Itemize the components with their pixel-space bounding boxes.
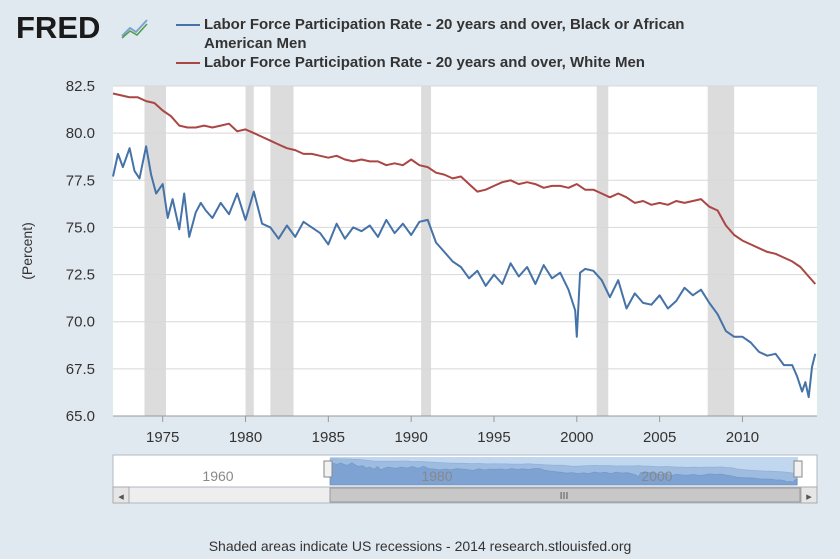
x-tick-label: 2000	[560, 429, 593, 446]
fred-logo[interactable]: FRED	[16, 10, 101, 45]
y-tick-label: 72.5	[66, 267, 95, 284]
series-line-black-men[interactable]	[112, 145, 817, 399]
y-tick-label: 67.5	[66, 361, 95, 378]
navigator-label-1960: 1960	[202, 468, 233, 484]
x-tick-label: 1990	[394, 429, 427, 446]
recession-band-4	[596, 86, 609, 416]
recession-band-1	[245, 86, 254, 416]
y-tick-label: 80.0	[66, 125, 95, 142]
chevron-right-icon: ▸	[806, 490, 812, 503]
scroll-left-button[interactable]	[112, 486, 130, 504]
navigator-series-area	[329, 462, 798, 486]
plot-background	[113, 86, 817, 416]
recession-band-2	[270, 86, 294, 416]
legend-swatch-red	[176, 62, 200, 64]
navigator-label-2000: 2000	[641, 468, 672, 484]
chevron-left-icon: ◂	[118, 490, 124, 503]
navigator-label-1980: 1980	[421, 468, 452, 484]
scroll-right-button[interactable]	[800, 486, 818, 504]
footer-note: Shaded areas indicate US recessions - 20…	[208, 538, 632, 554]
recession-band-5	[707, 86, 735, 416]
legend-label-white-men: Labor Force Participation Rate - 20 year…	[204, 54, 645, 71]
navigator-left-handle[interactable]	[323, 460, 333, 478]
scrollbar-thumb[interactable]	[329, 487, 801, 503]
y-tick-label: 75.0	[66, 219, 95, 236]
legend-item-black-men-cont: American Men	[176, 35, 816, 54]
x-tick-label: 2010	[726, 429, 759, 446]
recession-band-3	[421, 86, 432, 416]
navigator-series-area	[329, 458, 798, 486]
series-line-white-men[interactable]	[112, 92, 817, 285]
legend-item-white-men[interactable]: Labor Force Participation Rate - 20 year…	[176, 54, 816, 73]
x-tick-label: 1995	[477, 429, 510, 446]
chart-header: FRED Labor Force Participation Rate - 20…	[0, 0, 840, 80]
recession-band-0	[144, 86, 167, 416]
x-tick-label: 1975	[146, 429, 179, 446]
legend-label-black-men-line2: American Men	[204, 35, 307, 52]
fred-graph-icon	[120, 16, 150, 40]
navigator-right-handle[interactable]	[793, 460, 803, 478]
navigator-scrollbar[interactable]: ◂ III ▸	[112, 486, 818, 504]
x-tick-label: 1985	[312, 429, 345, 446]
legend-swatch-blue	[176, 24, 200, 26]
x-tick-label: 1980	[229, 429, 262, 446]
y-axis-label: (Percent)	[19, 222, 35, 280]
y-tick-label: 65.0	[66, 408, 95, 425]
time-navigator[interactable]: 1960 1980 2000	[112, 454, 818, 488]
x-tick-label: 2005	[643, 429, 676, 446]
chart-legend: Labor Force Participation Rate - 20 year…	[176, 16, 816, 73]
scrollbar-grip: III	[560, 491, 569, 502]
y-tick-label: 82.5	[66, 78, 95, 95]
y-tick-label: 70.0	[66, 314, 95, 331]
legend-label-black-men-line1: Labor Force Participation Rate - 20 year…	[204, 16, 685, 33]
legend-item-black-men[interactable]: Labor Force Participation Rate - 20 year…	[176, 16, 816, 35]
y-tick-label: 77.5	[66, 172, 95, 189]
